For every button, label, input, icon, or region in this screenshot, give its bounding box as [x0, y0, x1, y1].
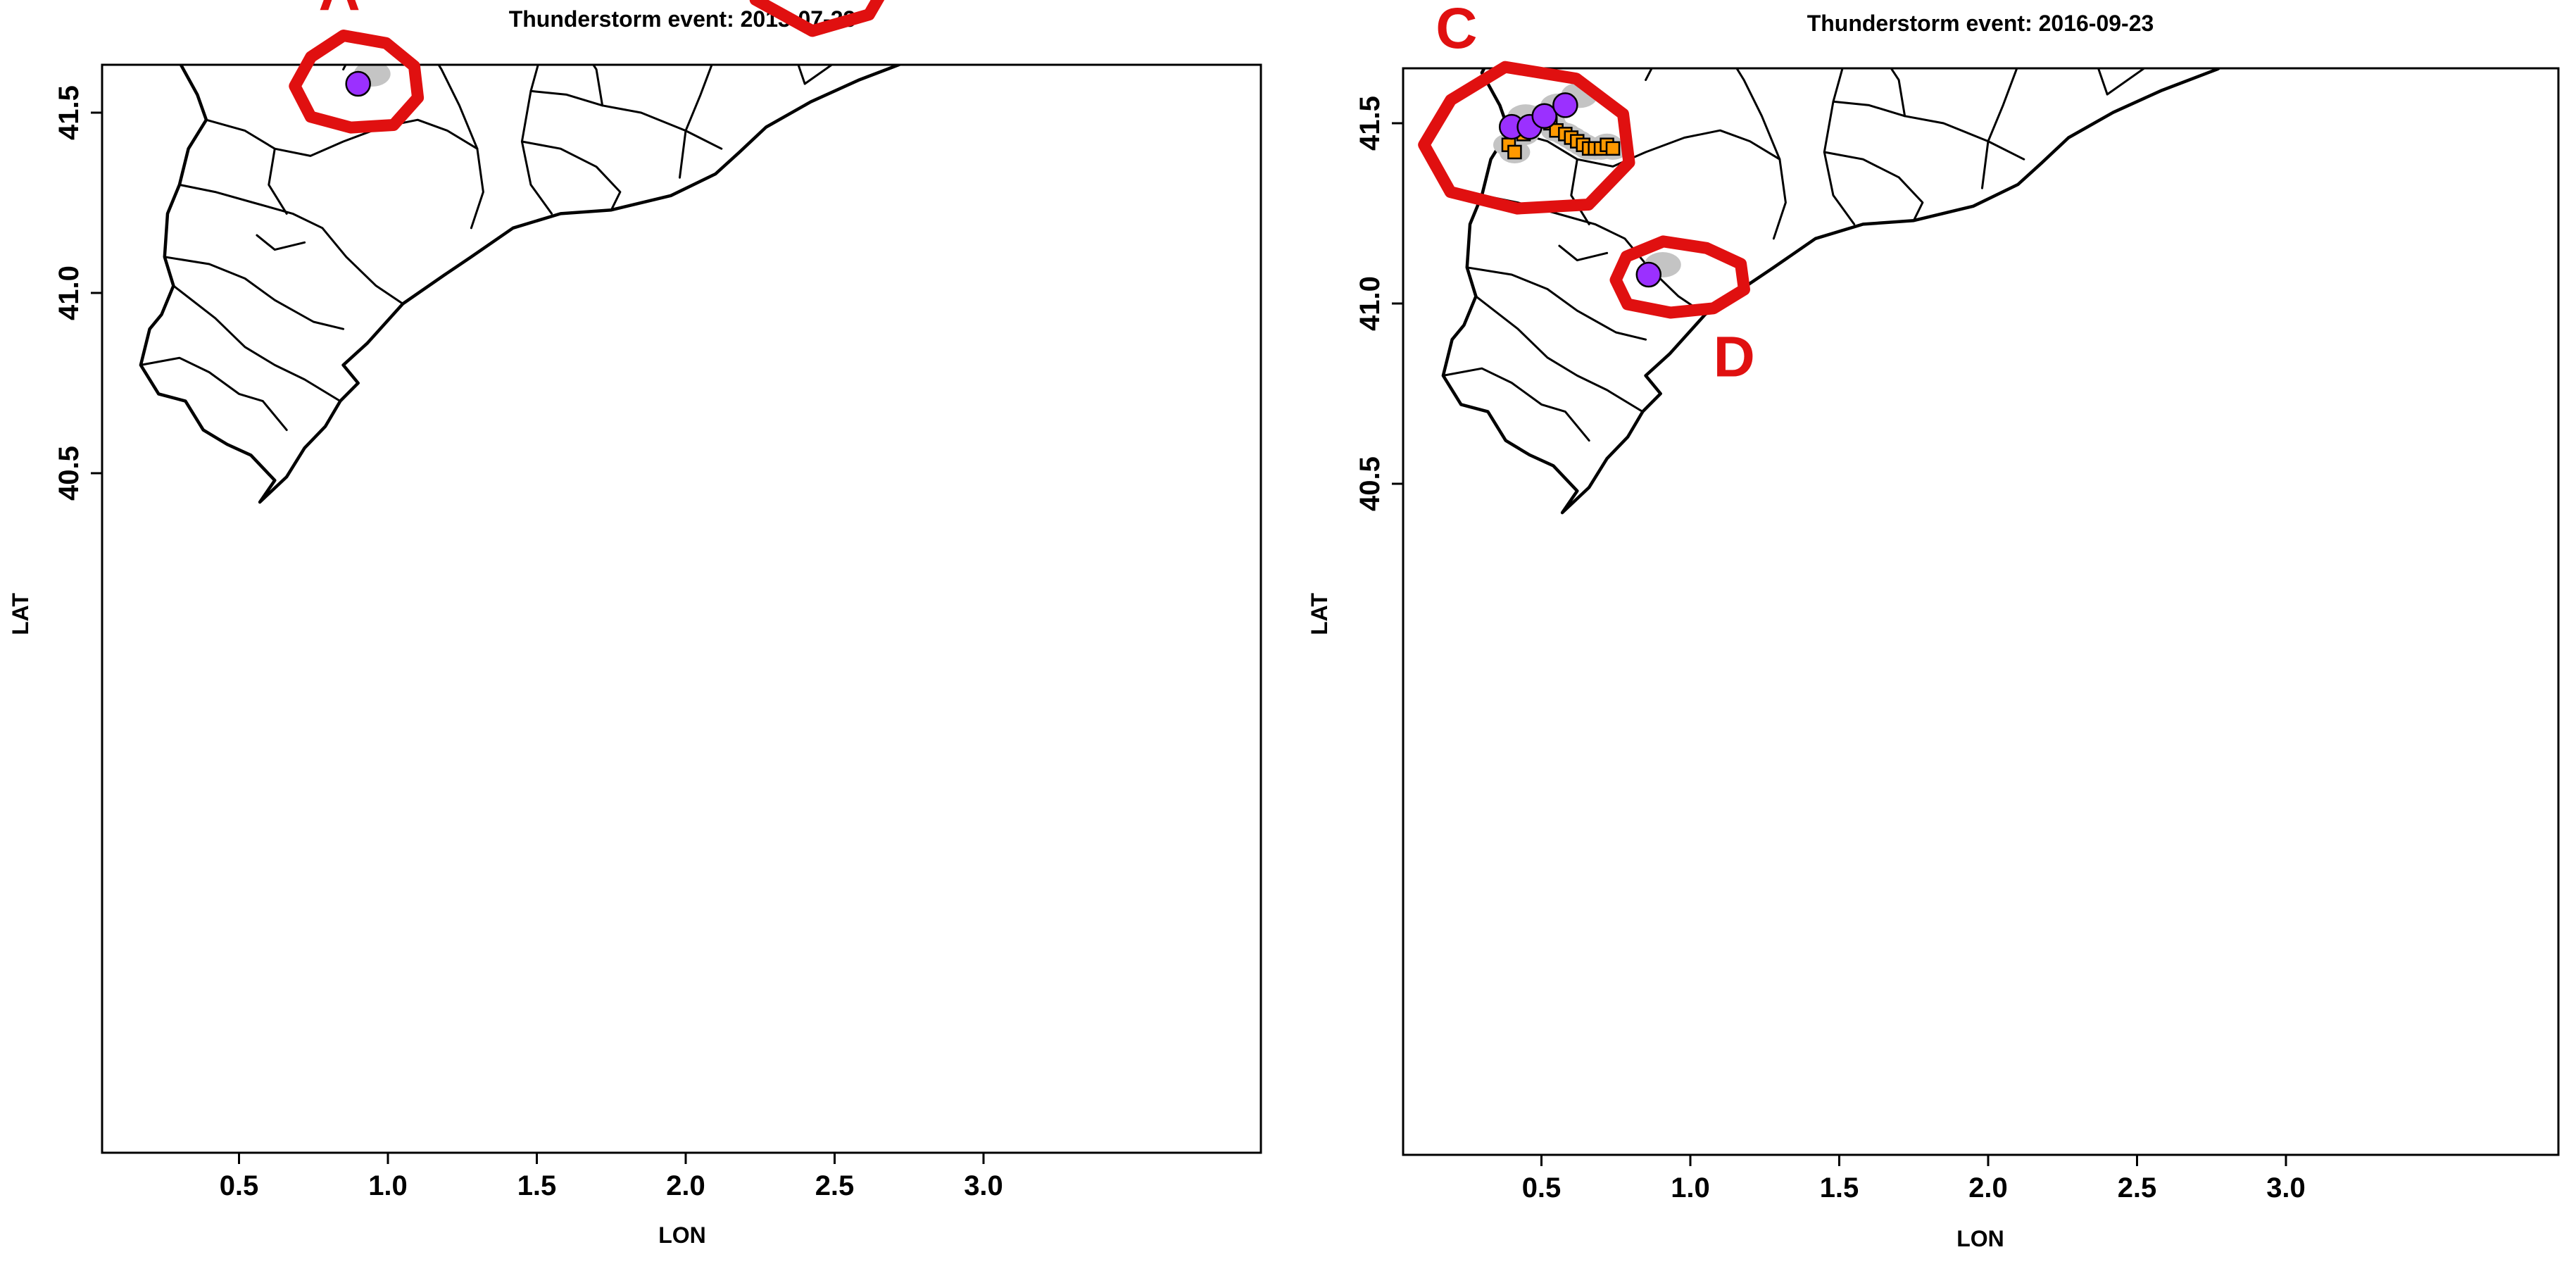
x-axis-label: LON: [658, 1222, 706, 1248]
comarca-border: [172, 284, 341, 403]
y-tick-label: 41.0: [1355, 276, 1386, 331]
region-label: C: [1435, 0, 1477, 61]
region-outline: [1441, 68, 2222, 515]
comarca-border: [1823, 68, 1856, 225]
comarca-border: [163, 256, 345, 330]
plot-frame: [101, 63, 1262, 1154]
panel-title: Thunderstorm event: 2016-09-23: [1807, 11, 2154, 36]
comarca-border: [520, 140, 622, 211]
y-axis-label: LAT: [8, 593, 33, 635]
comarca-border: [529, 89, 723, 150]
map-layer: [1441, 0, 2222, 515]
y-tick-label: 40.5: [1355, 456, 1386, 511]
x-axis-label: LON: [1956, 1226, 2004, 1251]
observation-point: [345, 70, 371, 97]
ticks-layer: 0.51.01.52.02.53.040.541.041.542.042.5: [1355, 96, 2306, 1203]
comarca-border: [1570, 158, 1590, 225]
x-tick-label: 1.5: [517, 1170, 557, 1201]
comarca-border: [194, 33, 299, 40]
x-tick-label: 2.0: [1968, 1172, 2008, 1203]
comarca-border: [139, 356, 288, 432]
comarca-border: [1474, 295, 1644, 413]
comarca-border: [1735, 68, 1787, 240]
x-tick-label: 2.0: [666, 1170, 705, 1201]
ticks-layer: 0.51.01.52.02.53.040.541.041.542.042.5: [54, 85, 1003, 1201]
y-tick-label: 41.5: [1355, 96, 1386, 151]
y-tick-label: 40.5: [54, 446, 84, 501]
x-tick-label: 3.0: [964, 1170, 1003, 1201]
comarca-border: [1558, 244, 1609, 262]
x-tick-label: 3.0: [2266, 1172, 2306, 1203]
y-axis-label: LAT: [1307, 593, 1332, 635]
x-tick-label: 2.5: [815, 1170, 855, 1201]
comarca-border: [1720, 0, 1785, 8]
x-tick-label: 0.5: [1522, 1172, 1562, 1203]
map-layer: [139, 33, 903, 504]
storm-cell-marker: [1605, 141, 1621, 156]
highlight-ring: [1418, 61, 1635, 215]
region-label: D: [1714, 325, 1755, 389]
observation-point: [1531, 103, 1557, 130]
y-tick-label: 41.0: [54, 265, 84, 320]
storm-cell-marker: [1507, 144, 1522, 160]
observation-point: [1552, 92, 1578, 118]
comarca-border: [437, 65, 484, 230]
comarca-border: [1466, 266, 1647, 341]
right-map-panel: Thunderstorm event: 2016-09-23 LON LAT 0…: [1307, 0, 2560, 1251]
left-map-panel: Thunderstorm event: 2013-07-23 LON LAT 0…: [8, 0, 1262, 1248]
x-tick-label: 2.5: [2118, 1172, 2157, 1203]
comarca-border: [1507, 129, 1781, 168]
x-tick-label: 1.0: [368, 1170, 408, 1201]
comarca-border: [591, 65, 604, 107]
region-label: A: [318, 0, 360, 23]
comarca-border: [1823, 151, 1924, 222]
comarca-border: [1497, 44, 1601, 51]
comarca-border: [520, 65, 553, 215]
x-tick-label: 0.5: [220, 1170, 259, 1201]
highlight-ring: [749, 0, 885, 37]
x-tick-label: 1.5: [1820, 1172, 1859, 1203]
region-outline: [139, 65, 903, 504]
comarca-border: [1571, 0, 1666, 44]
comarca-border: [1890, 68, 1906, 118]
comarca-border: [205, 118, 479, 157]
observation-point: [1635, 261, 1662, 288]
comarca-border: [1832, 100, 2025, 161]
comarca-border: [178, 183, 404, 305]
y-tick-label: 41.5: [54, 85, 84, 140]
x-tick-label: 1.0: [1671, 1172, 1710, 1203]
comarca-border: [256, 234, 306, 251]
comarca-border: [803, 65, 834, 85]
comarca-border: [268, 147, 288, 215]
comarca-border: [2106, 68, 2146, 96]
comarca-border: [1442, 367, 1590, 442]
plot-frame: [1402, 67, 2560, 1156]
highlight-ring: [1609, 235, 1750, 319]
highlight-ring: [289, 30, 425, 134]
